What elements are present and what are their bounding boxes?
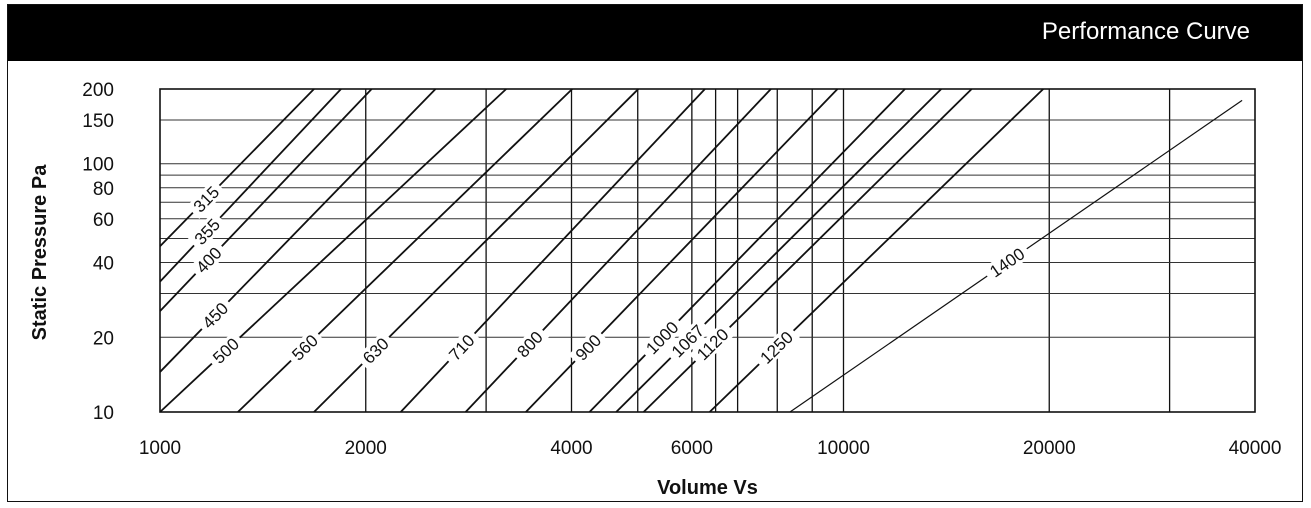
y-tick-label: 40: [93, 254, 114, 275]
curve-label-bg: [187, 211, 227, 252]
curve-label-bg: [664, 317, 712, 365]
curve-label-bg: [982, 241, 1032, 284]
plot-border: [159, 88, 1256, 413]
x-tick-label: 40000: [1229, 438, 1282, 459]
x-tick-label: 6000: [671, 438, 713, 459]
x-tick-label: 10000: [817, 438, 870, 459]
curve-line-1120: [642, 88, 973, 413]
curve-label-bg: [355, 330, 396, 371]
y-axis-label: Static Pressure Pa: [29, 164, 51, 341]
curve-line-900: [525, 88, 839, 413]
curve-label-bg: [752, 324, 800, 371]
curve-label-bg: [284, 327, 325, 368]
y-tick-label: 10: [93, 403, 114, 424]
curve-label-bg: [186, 179, 226, 219]
curve-label-bg: [195, 295, 235, 336]
x-axis-label: Volume Vs: [657, 477, 758, 499]
x-tick-label: 20000: [1023, 438, 1076, 459]
curve-line-355: [159, 88, 342, 283]
curve-label-bg: [441, 327, 482, 368]
x-tick-label: 2000: [345, 438, 387, 459]
curve-line-315: [159, 88, 315, 247]
curve-line-400: [159, 88, 373, 312]
y-tick-label: 80: [93, 179, 114, 200]
y-tick-label: 150: [82, 111, 114, 132]
y-tick-label: 60: [93, 210, 114, 231]
curve-label-bg: [189, 240, 229, 280]
x-tick-label: 4000: [550, 438, 592, 459]
header-title: Performance Curve: [1041, 18, 1250, 45]
x-tick-label: 1000: [139, 438, 181, 459]
curve-label-bg: [205, 331, 246, 371]
curve-line-710: [400, 88, 706, 413]
tick-labels: 1000 2000 4000 6000 10000 20000 40000 10 20 40 60 8…: [82, 80, 1281, 459]
header-bar: Performance Curve: [8, 5, 1302, 61]
y-tick-label: 100: [82, 155, 114, 176]
y-tick-label: 20: [93, 328, 114, 349]
curve-label-bg: [689, 320, 736, 368]
y-tick-label: 200: [82, 80, 114, 101]
curve-label-bg: [568, 327, 608, 368]
curve-line-1067: [615, 88, 942, 413]
curve-line-1000: [588, 88, 906, 413]
curve-line-560: [237, 88, 573, 413]
curve-label-bg: [510, 324, 550, 365]
curve-label-bg: [638, 314, 686, 362]
curve-line-800: [464, 88, 772, 413]
